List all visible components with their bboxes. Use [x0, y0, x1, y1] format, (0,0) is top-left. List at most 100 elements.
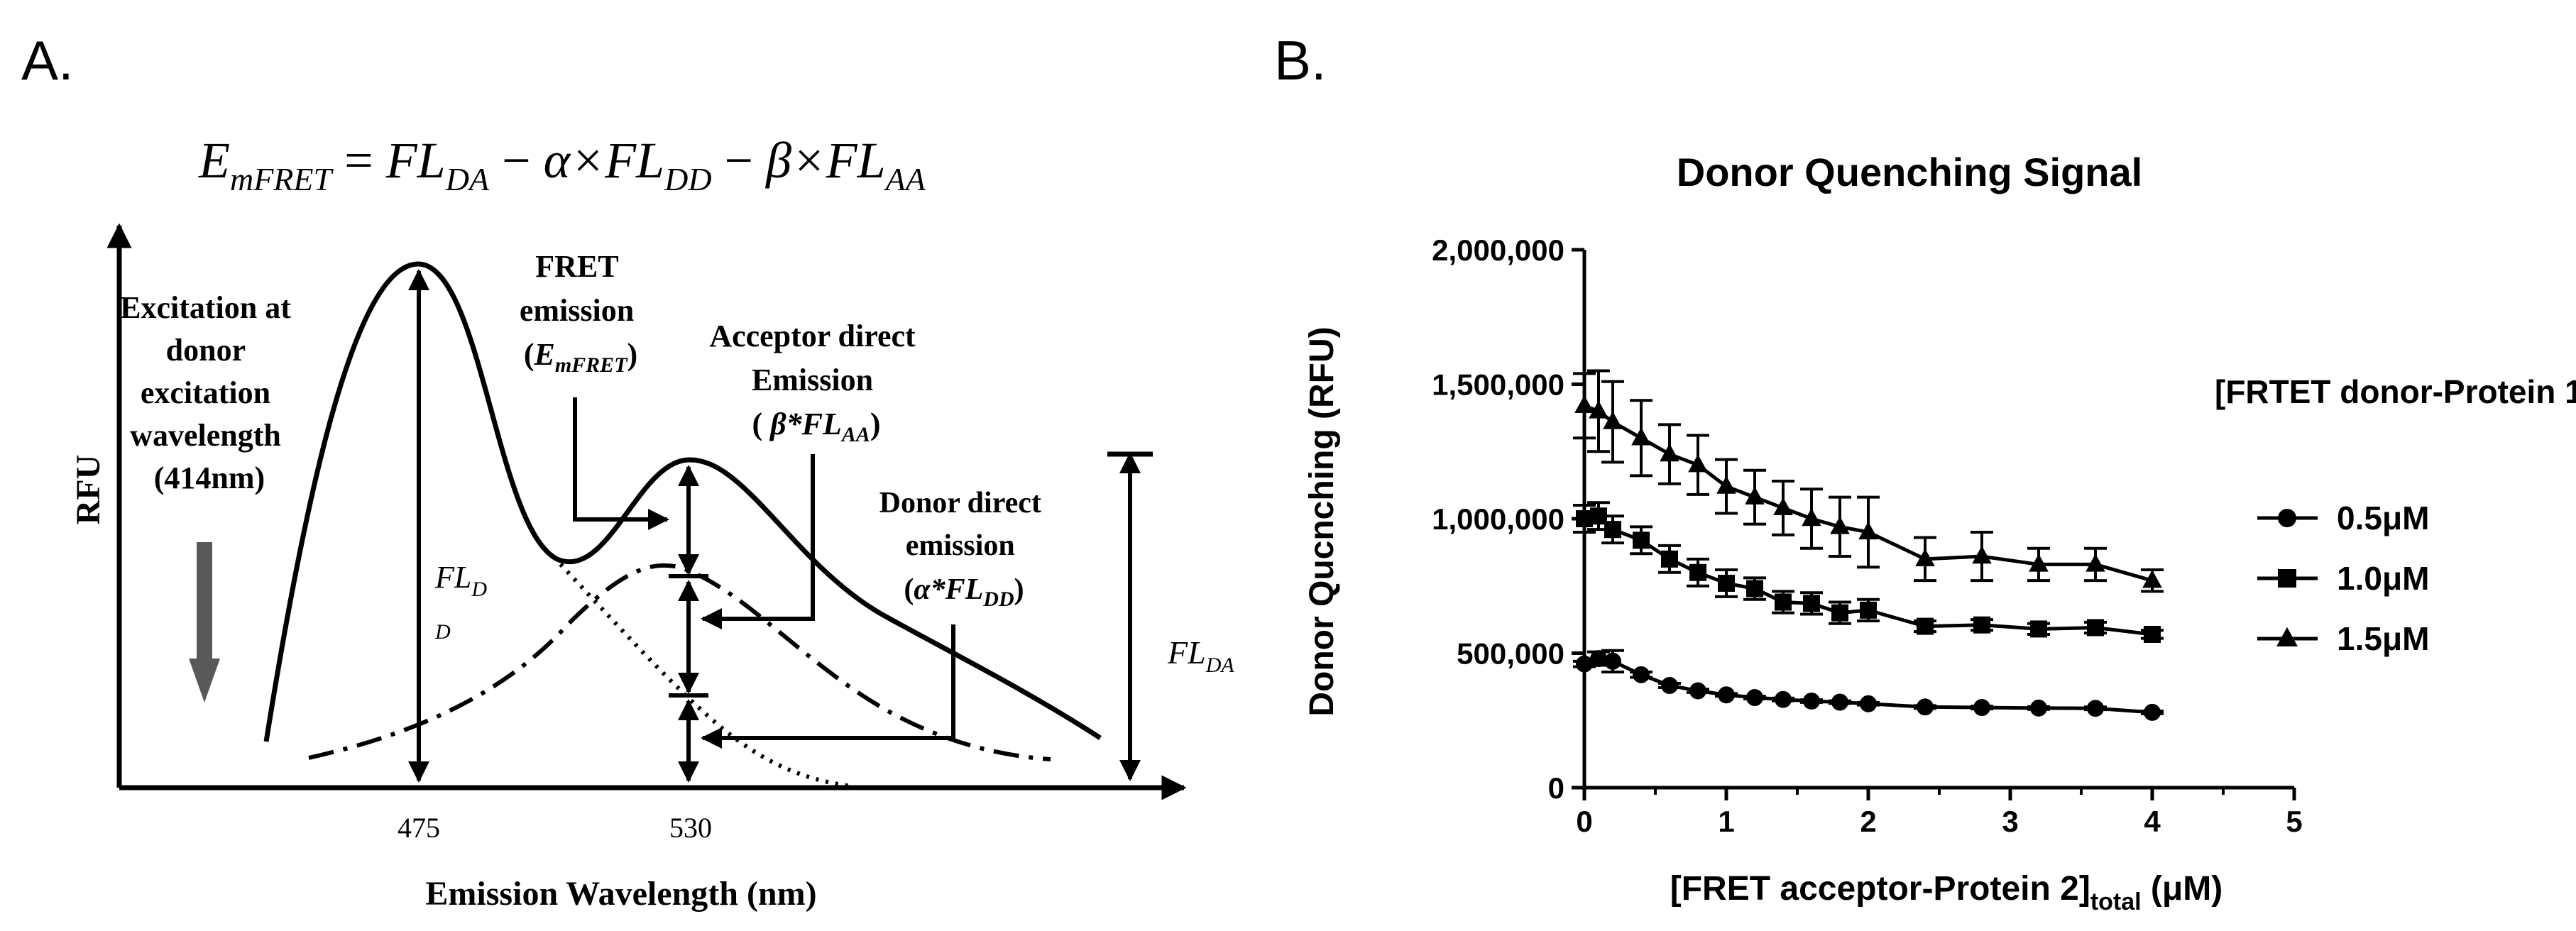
data-point [1972, 546, 1992, 564]
panel-a-y-label: RFU [70, 455, 107, 525]
series-triangle [1573, 369, 2164, 593]
data-point [1633, 531, 1650, 549]
data-point [1718, 686, 1735, 704]
data-point [1775, 593, 1792, 611]
y-tick-label: 0 [1548, 771, 1564, 805]
data-point [1917, 617, 1934, 635]
panel-a-label: A. [21, 29, 74, 92]
data-point [1773, 497, 1793, 516]
data-point [2030, 620, 2047, 638]
acceptor-direct-label: Acceptor direct Emission ( β*FLAA) [709, 319, 923, 446]
data-point [1716, 475, 1736, 494]
data-point [1745, 486, 1765, 505]
data-point [1830, 516, 1850, 534]
panel-a: A. EmFRET = FLDA − α×FLDD − β×FLAA RFU E… [21, 29, 1234, 913]
acceptor-emission-curve [308, 563, 1051, 761]
data-point [1917, 698, 1934, 716]
data-point [1915, 548, 1935, 567]
data-point [1860, 695, 1877, 712]
donor-direct-label: Donor direct emission (α*FLDD) [879, 487, 1049, 611]
data-point [2144, 625, 2161, 643]
fl-dd-label: FLD D [434, 560, 487, 644]
x-tick-label: 4 [2144, 805, 2161, 838]
data-point [1603, 411, 1623, 429]
legend-marker [2276, 627, 2298, 647]
acceptor-direct-leader [701, 454, 815, 629]
data-point [1604, 521, 1621, 539]
component-arrows [669, 465, 708, 783]
data-point [1803, 692, 1820, 710]
x-tick-label: 5 [2286, 805, 2302, 838]
data-point [2144, 703, 2161, 721]
data-point [1858, 521, 1878, 540]
data-point [2029, 553, 2049, 572]
legend-marker [2278, 569, 2296, 588]
series-circle [1573, 649, 2164, 721]
y-tick-label: 2,000,000 [1432, 233, 1564, 267]
data-point [2142, 570, 2162, 588]
x-tick-label: 3 [2002, 805, 2018, 838]
data-point [1831, 604, 1848, 622]
y-tick-label: 1,000,000 [1432, 502, 1564, 536]
data-point [1574, 395, 1594, 414]
data-point [1631, 427, 1651, 446]
excitation-arrow [189, 542, 220, 703]
data-point [1803, 595, 1820, 612]
data-point [1589, 400, 1608, 419]
data-point [1746, 580, 1763, 597]
data-point [1661, 550, 1678, 568]
chart-axes: 0 500,000 1,000,000 1,500,000 2,000,000 0 1 2 3 4… [1432, 233, 2303, 838]
data-point [1688, 454, 1708, 473]
panel-b-label: B. [1274, 29, 1327, 92]
data-point [1746, 689, 1763, 707]
data-point [1689, 682, 1706, 700]
data-point [1590, 650, 1607, 668]
fret-emission-label: FRET emission (EmFRET) [520, 249, 642, 377]
series-square [1573, 501, 2164, 643]
fret-equation: EmFRET = FLDA − α×FLDD − β×FLAA [198, 132, 926, 197]
chart-y-label: Donor Qucnching (RFU) [1303, 326, 1341, 716]
panel-a-xtick-530: 530 [669, 812, 712, 844]
data-point [1633, 666, 1650, 683]
legend-label: 0.5μM [2337, 500, 2429, 536]
donor-direct-leader [701, 624, 955, 749]
legend-label: 1.0μM [2337, 560, 2429, 597]
total-emission-curve [263, 261, 1102, 742]
panel-a-xtick-475: 475 [398, 812, 440, 844]
data-point [2030, 699, 2047, 717]
data-point [1576, 655, 1593, 673]
data-point [2087, 700, 2104, 717]
chart-legend: 0.5μM 1.0μM 1.5μM [2257, 500, 2429, 657]
fl-da-label: FLDA [1167, 634, 1234, 677]
x-tick-label: 2 [1860, 805, 1876, 838]
data-point [1831, 693, 1848, 711]
data-point [1973, 699, 1990, 717]
data-point [1775, 690, 1792, 708]
chart-title: Donor Quenching Signal [1677, 150, 2142, 194]
data-point [1661, 676, 1678, 694]
legend-label: 1.5μM [2337, 620, 2429, 657]
data-point [1604, 652, 1621, 670]
data-point [1973, 616, 1990, 634]
x-tick-label: 1 [1718, 805, 1734, 838]
legend-marker [2278, 509, 2296, 527]
data-point [1689, 563, 1706, 581]
excitation-note: Excitation at donor excitation wavelengt… [120, 290, 299, 495]
x-tick-label: 0 [1576, 805, 1592, 838]
data-point [1718, 574, 1735, 592]
y-tick-label: 1,500,000 [1432, 368, 1564, 402]
panel-b: B. Donor Quenching Signal Donor Qucnchin… [1274, 29, 2576, 915]
data-point [1802, 508, 1821, 527]
chart-x-label: [FRET acceptor-Protein 2]total (μM) [1670, 870, 2223, 915]
fret-emission-leader [573, 397, 669, 530]
data-point [1860, 601, 1877, 619]
legend-title: [FRTET donor-Protein 1] [2215, 373, 2576, 410]
data-point [2087, 619, 2104, 637]
panel-a-x-label: Emission Wavelength (nm) [425, 875, 816, 913]
data-point [2086, 553, 2105, 572]
chart-series [1573, 369, 2164, 721]
data-point [1660, 444, 1679, 462]
donor-emission-curve [552, 555, 853, 788]
y-tick-label: 500,000 [1457, 637, 1564, 671]
